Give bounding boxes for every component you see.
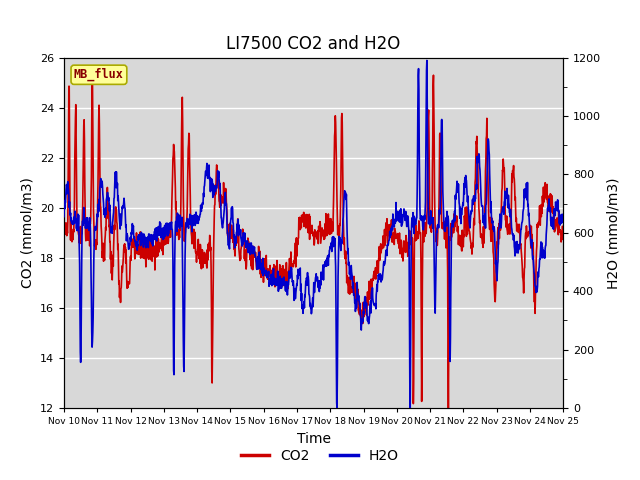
Line: H2O: H2O: [64, 60, 563, 408]
Y-axis label: CO2 (mmol/m3): CO2 (mmol/m3): [20, 178, 35, 288]
CO2: [227, 235, 235, 240]
Title: LI7500 CO2 and H2O: LI7500 CO2 and H2O: [227, 35, 401, 53]
H2O: [500, 199, 508, 205]
H2O: [423, 58, 431, 63]
H2O: [171, 239, 179, 244]
CO2: [159, 252, 166, 257]
CO2: [60, 227, 68, 233]
CO2: [457, 241, 465, 247]
CO2: [559, 225, 567, 231]
H2O: [391, 220, 399, 226]
H2O: [559, 216, 567, 222]
CO2: [171, 174, 179, 180]
H2O: [457, 206, 465, 212]
CO2: [429, 72, 437, 78]
CO2: [391, 226, 399, 231]
Legend: CO2, H2O: CO2, H2O: [236, 443, 404, 468]
Text: MB_flux: MB_flux: [74, 68, 124, 82]
H2O: [60, 214, 68, 219]
Y-axis label: H2O (mmol/m3): H2O (mmol/m3): [607, 177, 621, 288]
X-axis label: Time: Time: [296, 432, 331, 445]
CO2: [445, 405, 452, 411]
CO2: [500, 178, 508, 183]
H2O: [159, 237, 166, 242]
Line: CO2: CO2: [64, 75, 563, 408]
H2O: [333, 405, 341, 411]
H2O: [227, 216, 235, 222]
